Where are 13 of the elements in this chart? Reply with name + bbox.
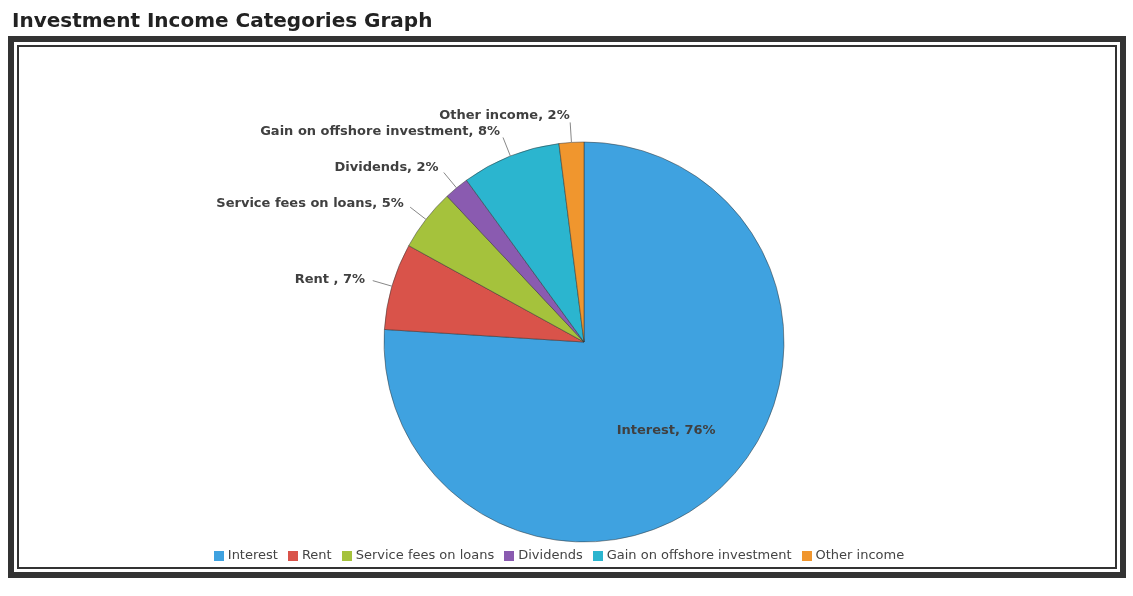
chart-title: Investment Income Categories Graph [12, 8, 434, 32]
data-label: Other income, 2% [439, 106, 570, 122]
data-label: Dividends, 2% [334, 158, 439, 174]
legend-label: Service fees on loans [355, 547, 495, 562]
legend-label: Dividends [518, 547, 583, 562]
legend-label: Gain on offshore investment [606, 547, 792, 562]
legend-label: Interest [227, 547, 278, 562]
data-label: Rent , 7% [294, 270, 366, 286]
data-label: Interest, 76% [616, 421, 716, 437]
data-label: Service fees on loans, 5% [216, 194, 404, 210]
legend-label: Rent [301, 547, 332, 562]
data-label: Gain on offshore investment, 8% [260, 122, 501, 138]
legend-label: Other income [815, 547, 905, 562]
